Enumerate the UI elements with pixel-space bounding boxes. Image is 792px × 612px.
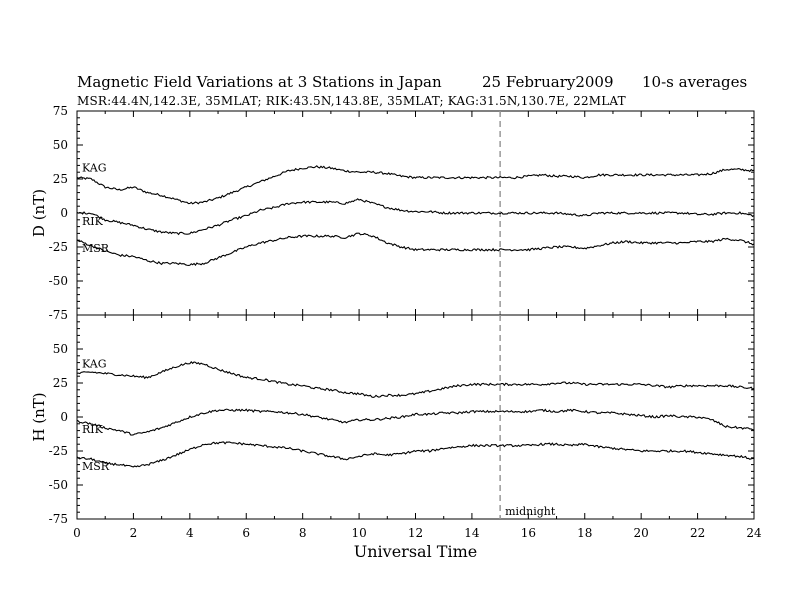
series-line-bottom-msr: [76, 441, 755, 468]
series-label-top-kag: KAG: [82, 162, 107, 175]
y-tick-label-bottom: 50: [53, 342, 68, 356]
series-line-top-msr: [76, 232, 755, 267]
series-label-top-rik: RIK: [82, 215, 104, 228]
y-tick-label-top: 75: [53, 104, 68, 118]
x-tick-label: 18: [577, 526, 592, 540]
x-tick-label: 8: [299, 526, 307, 540]
series-label-bottom-kag: KAG: [82, 357, 107, 370]
series-label-bottom-rik: RIK: [82, 423, 104, 436]
y-tick-label-top: 25: [53, 172, 68, 186]
plot-frame-bottom: [76, 314, 755, 520]
midnight-annotation: midnight: [505, 505, 556, 518]
x-tick-label: 16: [521, 526, 536, 540]
y-tick-label-bottom: -75: [49, 512, 68, 526]
series-line-bottom-rik: [76, 408, 755, 436]
series-line-top-kag: [76, 165, 755, 205]
series-line-top-rik: [76, 198, 755, 236]
x-axis-label: Universal Time: [354, 542, 477, 561]
y-tick-label-top: -75: [49, 308, 68, 322]
title-date: 25 February2009: [482, 73, 614, 91]
series-label-top-msr: MSR: [82, 242, 110, 255]
y-tick-label-bottom: 0: [60, 410, 68, 424]
y-tick-label-top: 50: [53, 138, 68, 152]
y-tick-label-bottom: -25: [49, 444, 68, 458]
y-tick-label-top: -50: [49, 274, 68, 288]
x-tick-label: 2: [130, 526, 138, 540]
x-tick-label: 12: [408, 526, 423, 540]
x-tick-label: 6: [242, 526, 250, 540]
x-tick-label: 0: [73, 526, 81, 540]
y-tick-label-top: -25: [49, 240, 68, 254]
y-axis-label-top: D (nT): [30, 189, 48, 237]
y-axis-label-bottom: H (nT): [30, 392, 48, 441]
x-tick-label: 4: [186, 526, 194, 540]
y-tick-label-bottom: -50: [49, 478, 68, 492]
x-tick-label: 20: [634, 526, 649, 540]
series-line-bottom-kag: [76, 360, 755, 399]
series-label-bottom-msr: MSR: [82, 460, 110, 473]
x-tick-label: 14: [464, 526, 480, 540]
y-tick-label-bottom: 25: [53, 376, 68, 390]
x-tick-label: 24: [746, 526, 762, 540]
title-averaging: 10-s averages: [642, 73, 748, 91]
station-coordinates: MSR:44.4N,142.3E, 35MLAT; RIK:43.5N,143.…: [77, 94, 626, 108]
x-tick-label: 10: [351, 526, 366, 540]
title-main: Magnetic Field Variations at 3 Stations …: [77, 73, 442, 91]
x-tick-label: 22: [690, 526, 705, 540]
y-tick-label-top: 0: [60, 206, 68, 220]
